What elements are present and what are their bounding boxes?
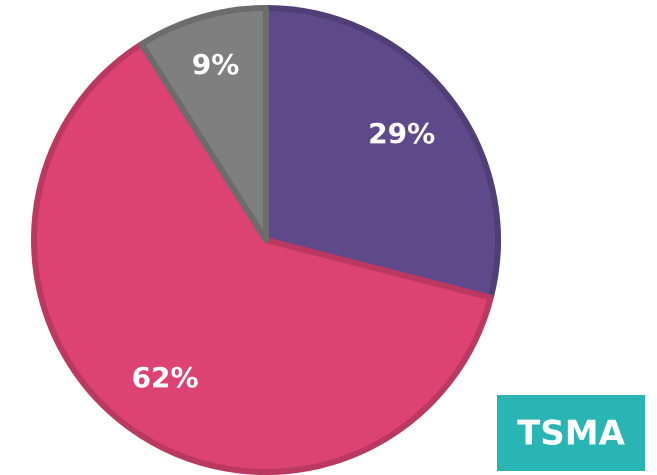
pie-slice (31, 41, 494, 475)
pie-slice (138, 5, 269, 243)
data-label: 9% (192, 48, 240, 81)
data-label: 29% (368, 117, 435, 150)
data-label: 62% (132, 361, 199, 394)
pie-slice (263, 5, 501, 301)
annotation-badge (497, 395, 645, 471)
annotation: TSMA (517, 414, 626, 454)
